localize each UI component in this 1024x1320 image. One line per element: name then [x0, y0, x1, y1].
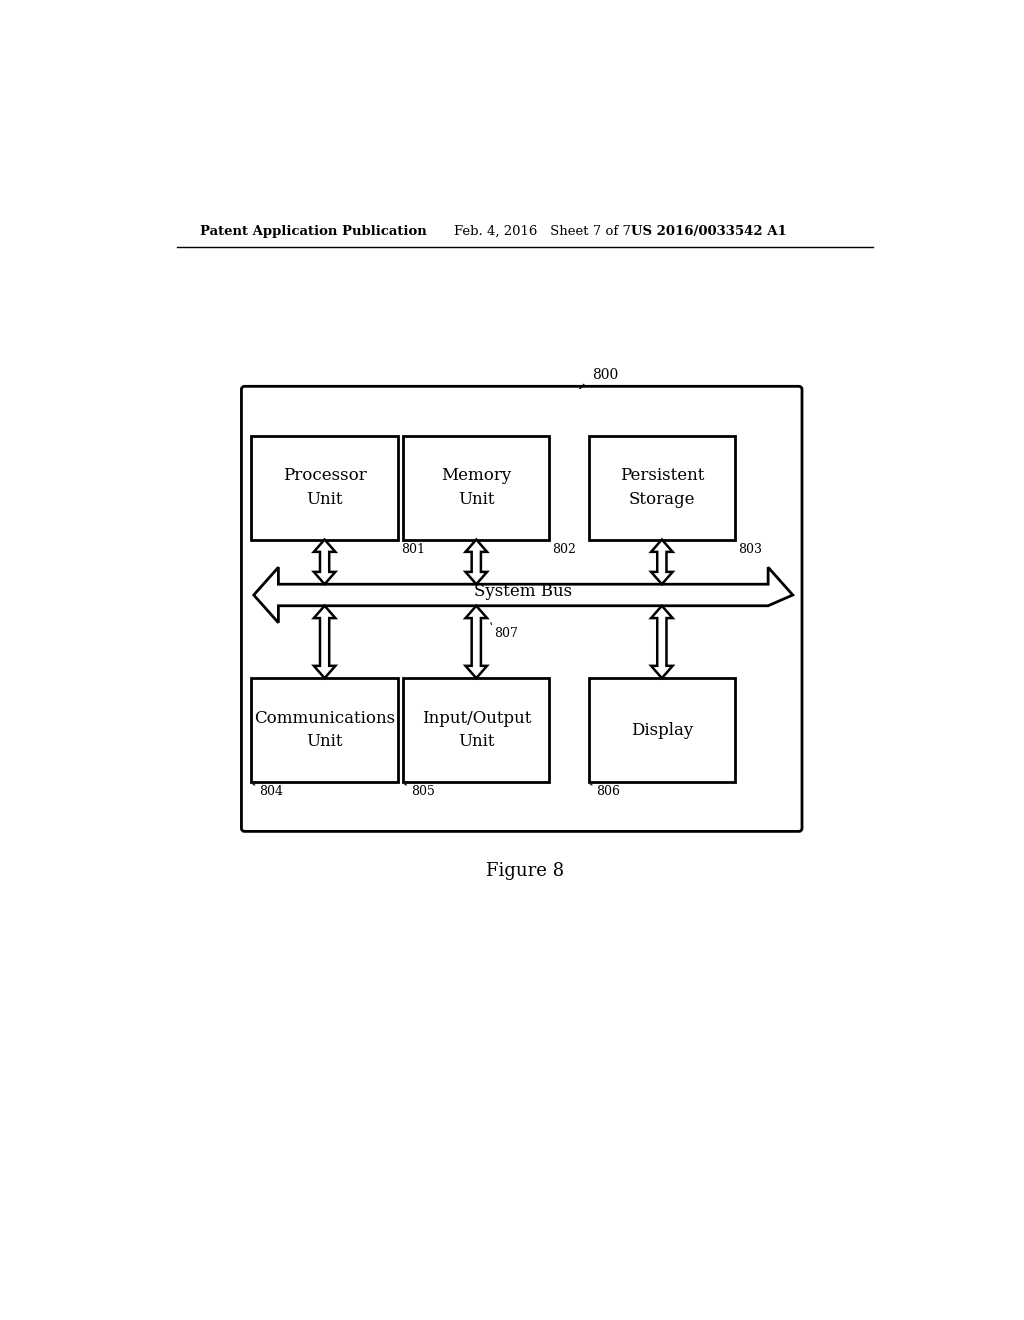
Polygon shape [313, 606, 336, 678]
Bar [589, 436, 735, 540]
Bar [589, 678, 735, 781]
Text: 800: 800 [593, 368, 618, 381]
Text: 807: 807 [494, 627, 518, 640]
Polygon shape [254, 568, 793, 623]
Polygon shape [466, 606, 487, 678]
Text: 804: 804 [259, 785, 284, 799]
FancyBboxPatch shape [242, 387, 802, 832]
Polygon shape [651, 540, 673, 585]
Text: Patent Application Publication: Patent Application Publication [200, 224, 427, 238]
Text: Persistent
Storage: Persistent Storage [620, 467, 705, 508]
Text: 803: 803 [738, 543, 762, 556]
Bar [403, 678, 550, 781]
Text: 806: 806 [596, 785, 621, 799]
Polygon shape [466, 540, 487, 585]
Text: Processor
Unit: Processor Unit [283, 467, 367, 508]
Polygon shape [651, 606, 673, 678]
Text: Figure 8: Figure 8 [485, 862, 564, 879]
Text: System Bus: System Bus [474, 583, 572, 601]
Text: Memory
Unit: Memory Unit [441, 467, 511, 508]
Text: 801: 801 [400, 543, 425, 556]
Text: Communications
Unit: Communications Unit [254, 710, 395, 750]
Bar [252, 436, 397, 540]
Text: US 2016/0033542 A1: US 2016/0033542 A1 [631, 224, 786, 238]
Text: Feb. 4, 2016   Sheet 7 of 7: Feb. 4, 2016 Sheet 7 of 7 [454, 224, 631, 238]
Text: Input/Output
Unit: Input/Output Unit [422, 710, 531, 750]
Bar [252, 678, 397, 781]
Text: 805: 805 [411, 785, 435, 799]
Polygon shape [313, 540, 336, 585]
Text: 802: 802 [553, 543, 577, 556]
Text: Display: Display [631, 722, 693, 739]
Bar [403, 436, 550, 540]
